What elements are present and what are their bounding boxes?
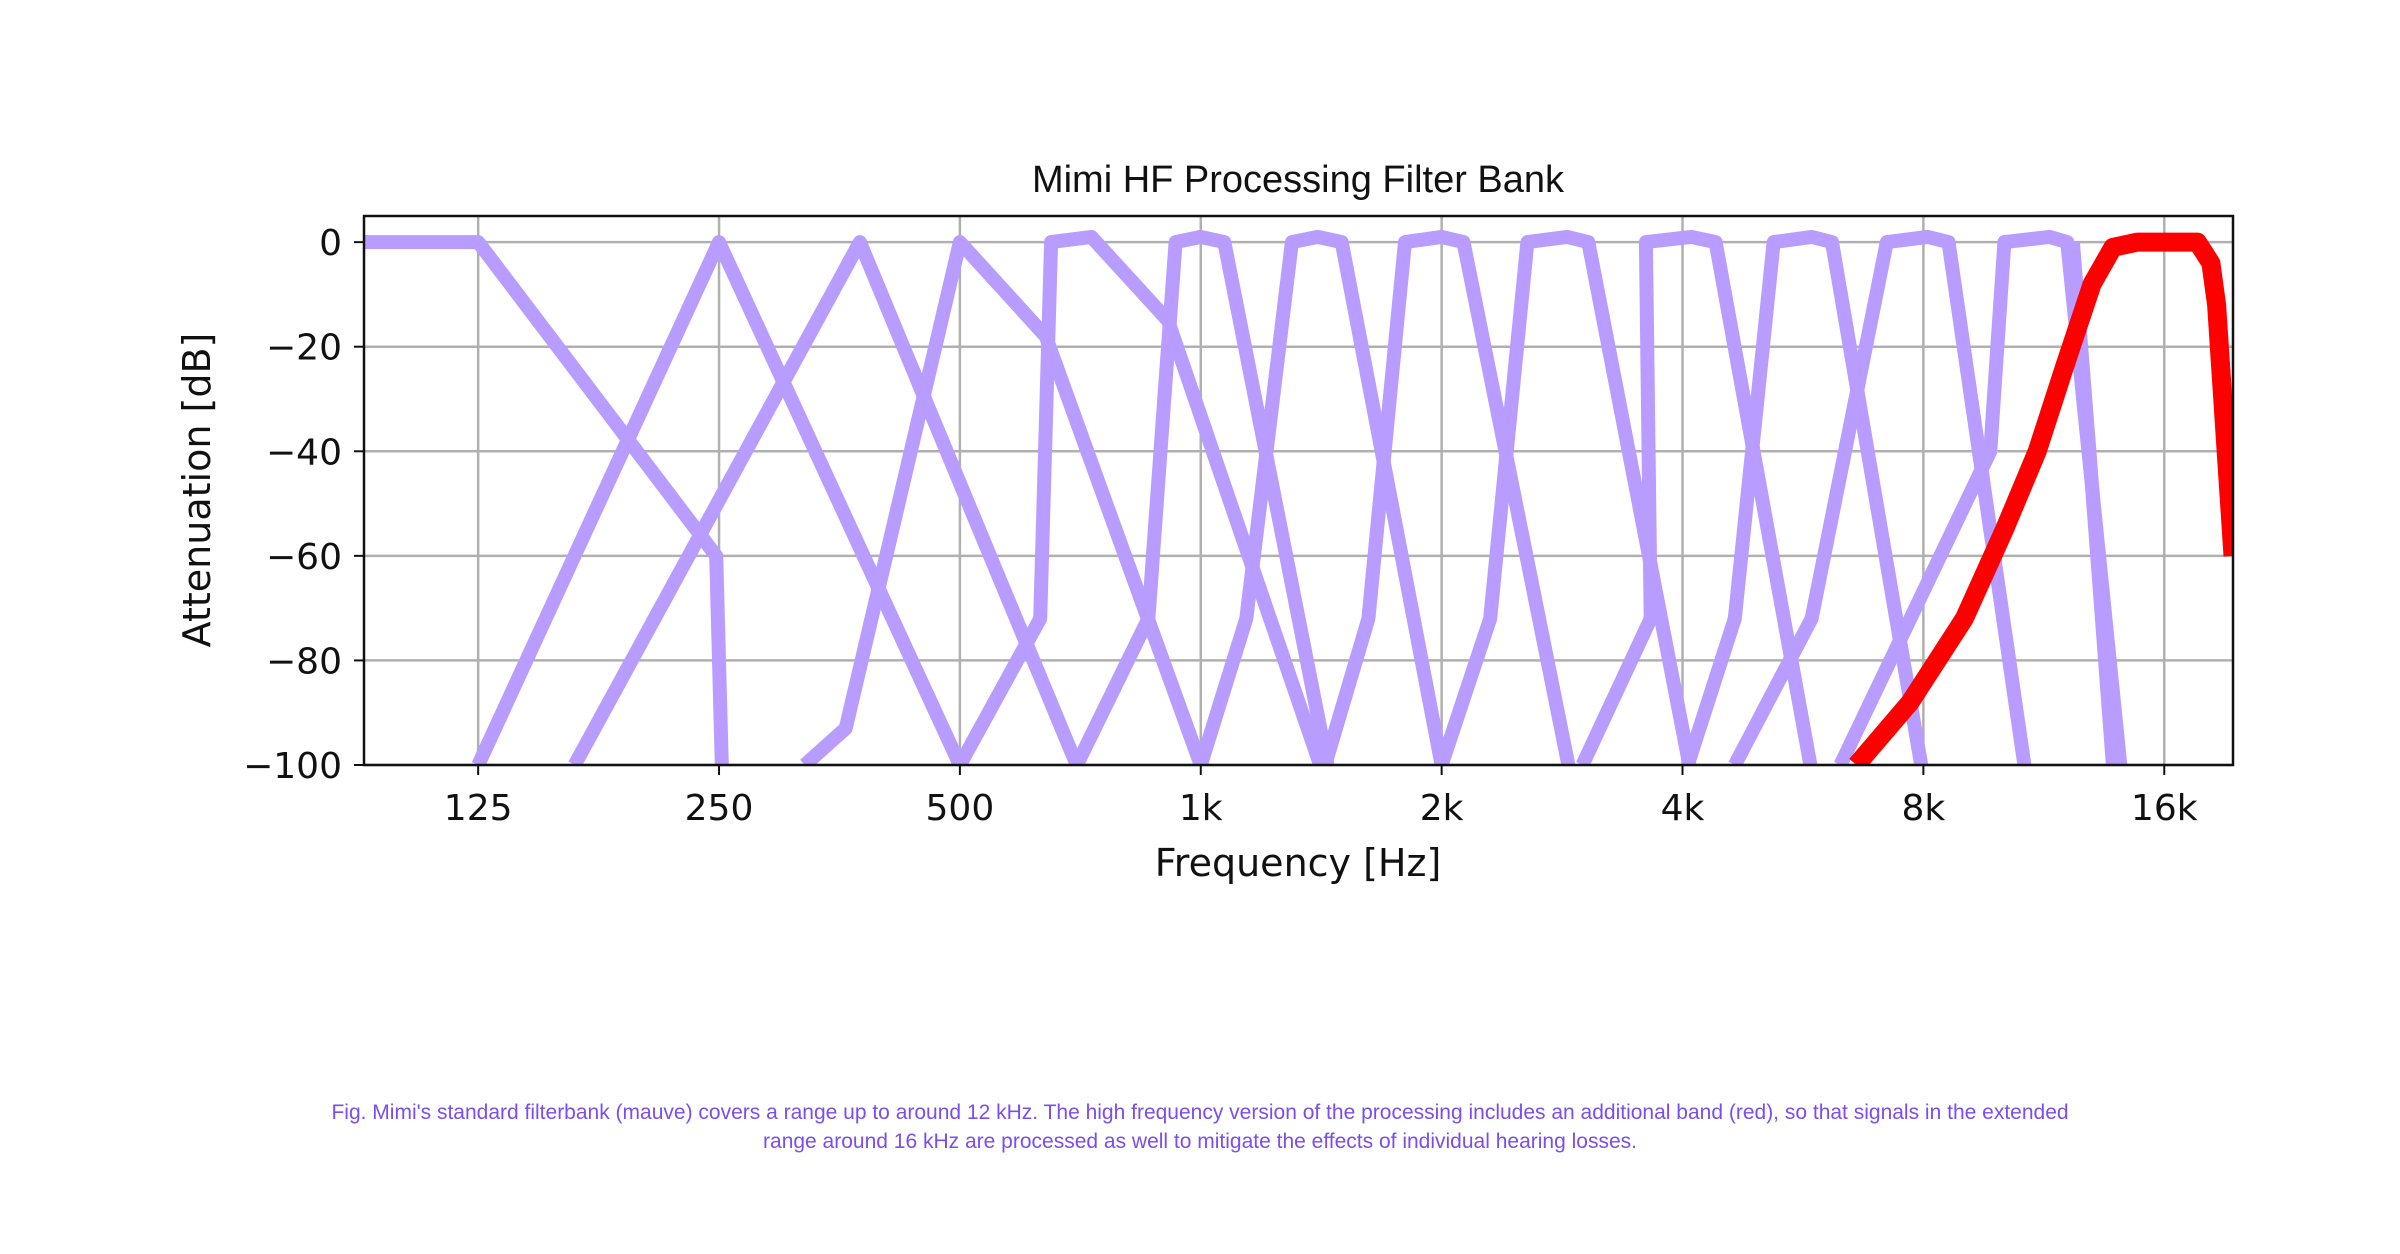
y-tick-label: −100: [243, 746, 342, 787]
x-tick-label: 500: [926, 788, 995, 829]
x-tick-label: 125: [444, 788, 513, 829]
plot-frame: [362, 214, 2235, 767]
y-axis-label: Attenuation [dB]: [175, 333, 219, 648]
x-tick-label: 4k: [1661, 788, 1705, 829]
y-axis: 0 −20 −40 −60 −80 −100: [243, 223, 364, 787]
figure-caption: Fig. Mimi's standard filterbank (mauve) …: [260, 1098, 2140, 1156]
series-line-standard-band-1: [364, 235, 729, 765]
series-line-hf-band: [1849, 232, 2233, 765]
x-tick-label: 2k: [1420, 788, 1464, 829]
x-tick-label: 8k: [1902, 788, 1946, 829]
series-group: [364, 229, 2233, 765]
series-line-standard-band-5: [953, 229, 1327, 765]
x-tick-label: 1k: [1179, 788, 1223, 829]
y-tick-label: 0: [319, 223, 342, 264]
x-axis: 125 250 500 1k 2k 4k 8k 16k: [444, 765, 2198, 829]
series-line-standard-band-6: [1070, 229, 1335, 765]
series-line-standard-band-9: [1434, 229, 1697, 765]
chart-title: Mimi HF Processing Filter Bank: [1032, 159, 1565, 201]
series-line-standard-band-11: [1681, 229, 1929, 765]
caption-line-1: Fig. Mimi's standard filterbank (mauve) …: [331, 1101, 2069, 1124]
x-tick-label: 16k: [2131, 788, 2198, 829]
series-line-standard-band-4: [800, 235, 1208, 765]
y-tick-label: −60: [266, 537, 342, 578]
series-line-standard-band-12: [1728, 229, 2032, 765]
caption-line-2: range around 16 kHz are processed as wel…: [763, 1130, 1637, 1153]
x-tick-label: 250: [685, 788, 754, 829]
series-line-standard-band-3: [568, 235, 1084, 765]
y-tick-label: −20: [266, 328, 342, 369]
y-tick-label: −40: [266, 432, 342, 473]
series-line-standard-band-8: [1318, 229, 1576, 765]
x-axis-label: Frequency [Hz]: [1155, 841, 1442, 885]
y-tick-label: −80: [266, 641, 342, 682]
series-line-standard-band-10: [1576, 229, 1818, 765]
series-line-standard-band-7: [1194, 229, 1449, 765]
